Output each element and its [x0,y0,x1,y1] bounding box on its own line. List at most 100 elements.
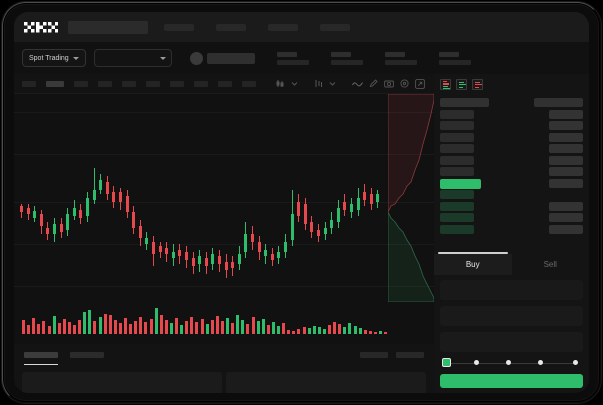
orderbook-row[interactable] [440,224,583,234]
orderbook-ask-cell [548,201,583,211]
candle [46,222,50,240]
orderbook-row[interactable] [440,178,583,189]
order-field-2[interactable] [440,306,583,326]
tab-buy[interactable]: Buy [434,254,512,275]
market-mode-selector[interactable]: Spot Trading [22,49,86,67]
candle-body [158,246,162,252]
candle-body [198,256,202,264]
orderbook-row[interactable] [440,144,583,153]
volume-bar [307,328,311,334]
candle-body [270,254,274,260]
candlestick-icon[interactable] [276,79,285,88]
stat-label [384,51,405,57]
bottom-action-1[interactable] [360,352,388,358]
candle-body [72,208,76,216]
slider-step-3[interactable] [506,360,511,365]
candle [336,200,340,228]
app-screen: Spot Trading [14,12,589,393]
orderbook-row[interactable] [440,213,583,222]
candle-body [264,250,268,256]
camera-icon[interactable] [384,79,394,88]
slider-track [446,362,577,364]
pair-selector[interactable] [93,49,172,67]
candle-body [343,202,347,210]
settings-icon[interactable] [400,79,409,88]
candle-body [191,258,195,266]
orderbook-row[interactable] [440,109,583,119]
orderbook-row[interactable] [440,155,583,165]
order-field-1[interactable] [440,280,583,300]
fullscreen-icon[interactable] [415,78,425,89]
timeframe-4[interactable] [98,80,112,87]
orderbook-bid-cell [440,167,475,176]
orderbook-bid-cell [440,178,482,189]
candle-body [277,252,281,258]
candle-body [251,234,254,242]
bottom-tab-2[interactable] [70,352,104,358]
volume-bar [103,314,107,334]
candle [237,246,241,270]
volume-bar [343,327,347,334]
orderbook-row[interactable] [440,167,583,176]
chevron-down-icon[interactable] [329,80,336,87]
orderbook-row[interactable] [440,132,583,142]
orderbook-view-bids-icon[interactable] [456,78,467,90]
volume-bar [312,326,316,334]
volume-bar [236,315,240,334]
stat-block-2 [330,51,363,65]
chevron-down-icon[interactable] [291,80,298,87]
candle-body [178,250,182,256]
orderbook-bid-cell [440,190,475,199]
orderbook-view-both-icon[interactable] [440,78,451,90]
orderbook-view-asks-icon[interactable] [472,78,483,90]
orderbook-bid-cell [440,121,475,130]
nav-item-1[interactable] [164,23,194,31]
line-wave-icon[interactable] [352,80,363,88]
volume-bar [287,330,291,334]
slider-step-4[interactable] [538,360,543,365]
submit-order-button[interactable] [440,374,583,388]
timeframe-5[interactable] [122,80,136,87]
okx-logo-icon[interactable] [24,21,58,33]
bottom-tab-1[interactable] [24,352,58,365]
nav-item-3[interactable] [268,23,298,31]
candle [33,206,37,222]
timeframe-2[interactable] [46,80,64,87]
timeframe-3[interactable] [74,80,88,87]
candle-body [363,192,367,200]
orderbook-row[interactable] [440,98,583,107]
candlestick-chart[interactable] [14,94,434,302]
orderbook-ask-cell [548,155,583,165]
volume-bar [164,320,168,334]
orderbook-row[interactable] [440,201,583,211]
timeframe-9[interactable] [218,80,232,87]
candle [66,208,70,236]
timeframe-6[interactable] [146,80,160,87]
pencil-icon[interactable] [369,79,378,88]
candle [165,242,169,262]
timeframe-1[interactable] [22,80,36,87]
indicator-icon[interactable] [314,79,323,88]
slider-handle[interactable] [442,358,451,367]
tab-sell[interactable]: Sell [511,254,589,275]
order-field-3[interactable] [440,332,583,352]
orderbook-row[interactable] [440,190,583,199]
candle-body [231,262,235,268]
timeframe-7[interactable] [170,80,184,87]
slider-step-2[interactable] [474,360,479,365]
nav-item-2[interactable] [216,23,246,31]
orderbook-row[interactable] [440,121,583,130]
timeframe-10[interactable] [242,80,256,87]
volume-bar [124,318,127,334]
search-input[interactable] [68,20,148,34]
candle-body [125,196,129,212]
candle-body [204,258,208,266]
slider-step-5[interactable] [573,360,578,365]
nav-item-4[interactable] [320,23,350,31]
volume-bar [129,324,133,334]
bottom-action-2[interactable] [396,352,424,358]
amount-slider[interactable] [442,358,581,368]
candle [171,244,175,266]
timeframe-8[interactable] [194,80,208,87]
candle [297,194,301,222]
